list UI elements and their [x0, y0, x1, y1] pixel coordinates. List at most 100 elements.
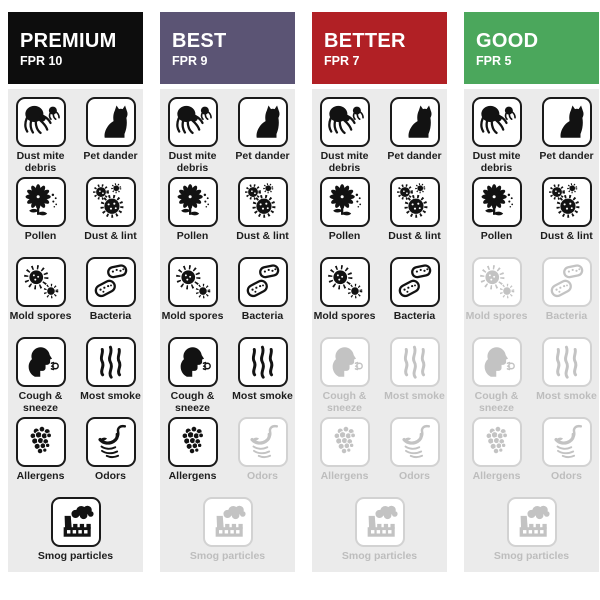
capture-item-bacteria: Bacteria [231, 257, 295, 337]
capture-item-dust-lint: Dust & lint [231, 177, 295, 257]
capture-item-label: Pet dander [539, 150, 594, 162]
capture-item-label: Dust mite debris [472, 150, 521, 175]
capture-item-mold-spores: Mold spores [161, 257, 225, 337]
capture-item-cough-sneeze: Cough & sneeze [9, 337, 73, 417]
cough-icon [326, 343, 364, 381]
icon-tile [237, 337, 288, 387]
icon-tile [471, 97, 522, 147]
cat-icon [244, 103, 282, 141]
tier-header-good: GOOD FPR 5 [464, 12, 599, 84]
allergens-icon [174, 423, 212, 461]
capture-item-label: Allergens [320, 470, 369, 482]
capture-item-most-smoke: Most smoke [231, 337, 295, 417]
capture-item-pet-dander: Pet dander [383, 97, 447, 177]
capture-item-odors: Odors [79, 417, 143, 497]
capture-item-label: Odors [95, 470, 126, 482]
capture-item-dust-lint: Dust & lint [535, 177, 599, 257]
factory-icon [361, 503, 399, 541]
capture-row: Dust mite debris Pet dander [8, 97, 143, 177]
capture-item-bacteria: Bacteria [535, 257, 599, 337]
factory-icon [209, 503, 247, 541]
icon-tile [15, 97, 66, 147]
fpr-column-good: GOOD FPR 5 Dust mite debris Pet dander P… [464, 12, 599, 573]
capture-item-label: Smog particles [341, 550, 418, 562]
capture-item-cough-sneeze: Cough & sneeze [465, 337, 529, 417]
icon-tile [319, 97, 370, 147]
capture-item-label: Odors [551, 470, 582, 482]
capture-item-pollen: Pollen [9, 177, 73, 257]
capture-item-label: Pollen [328, 230, 361, 242]
fpr-column-premium: PREMIUM FPR 10 Dust mite debris Pet dand… [8, 12, 143, 573]
capture-item-mold-spores: Mold spores [313, 257, 377, 337]
dust-mite-icon [174, 103, 212, 141]
fpr-column-best: BEST FPR 9 Dust mite debris Pet dander P… [160, 12, 295, 573]
capture-row: Smog particles [160, 497, 295, 562]
icon-tile [237, 257, 288, 307]
icon-tile [15, 177, 66, 227]
factory-icon [57, 503, 95, 541]
icon-tile [319, 417, 370, 467]
icon-tile [354, 497, 405, 547]
capture-row: Mold spores Bacteria [8, 257, 143, 337]
capture-panel: Dust mite debris Pet dander Pollen Dust … [8, 89, 143, 573]
capture-item-label: Bacteria [393, 310, 436, 322]
capture-item-label: Pollen [176, 230, 209, 242]
tier-name: BEST [172, 30, 227, 52]
capture-item-label: Smog particles [37, 550, 114, 562]
bacteria-icon [244, 263, 282, 301]
capture-item-most-smoke: Most smoke [79, 337, 143, 417]
icon-tile [167, 177, 218, 227]
capture-item-label: Most smoke [536, 390, 597, 402]
capture-item-label: Bacteria [89, 310, 132, 322]
capture-item-cough-sneeze: Cough & sneeze [161, 337, 225, 417]
cat-icon [548, 103, 586, 141]
capture-item-label: Dust & lint [388, 230, 441, 242]
capture-item-label: Allergens [168, 470, 217, 482]
icon-tile [15, 257, 66, 307]
icon-tile [319, 337, 370, 387]
capture-panel: Dust mite debris Pet dander Pollen Dust … [160, 89, 295, 573]
capture-item-smog-particles: Smog particles [486, 497, 578, 562]
icon-tile [85, 257, 136, 307]
icon-tile [389, 257, 440, 307]
capture-item-cough-sneeze: Cough & sneeze [313, 337, 377, 417]
capture-item-label: Bacteria [241, 310, 284, 322]
dust-mite-icon [478, 103, 516, 141]
cough-icon [478, 343, 516, 381]
capture-item-label: Pollen [24, 230, 57, 242]
capture-item-mold-spores: Mold spores [465, 257, 529, 337]
cat-icon [92, 103, 130, 141]
icon-tile [167, 257, 218, 307]
icon-tile [471, 177, 522, 227]
nose-icon [92, 423, 130, 461]
smoke-icon [244, 343, 282, 381]
capture-item-label: Cough & sneeze [474, 390, 519, 415]
capture-item-dust-mite-debris: Dust mite debris [9, 97, 73, 177]
capture-item-pet-dander: Pet dander [535, 97, 599, 177]
capture-row: Cough & sneeze Most smoke [160, 337, 295, 417]
capture-item-odors: Odors [535, 417, 599, 497]
spore-icon [326, 263, 364, 301]
icon-tile [85, 97, 136, 147]
icon-tile [167, 337, 218, 387]
capture-item-label: Allergens [472, 470, 521, 482]
fpr-rating: FPR 5 [476, 54, 512, 68]
flower-icon [326, 183, 364, 221]
capture-row: Dust mite debris Pet dander [312, 97, 447, 177]
fpr-rating: FPR 10 [20, 54, 63, 68]
capture-item-dust-lint: Dust & lint [79, 177, 143, 257]
capture-item-pet-dander: Pet dander [231, 97, 295, 177]
icon-tile [85, 417, 136, 467]
icon-tile [237, 97, 288, 147]
capture-item-label: Most smoke [384, 390, 445, 402]
icon-tile [15, 337, 66, 387]
lint-icon [548, 183, 586, 221]
capture-row: Allergens Odors [160, 417, 295, 497]
capture-item-label: Mold spores [465, 310, 528, 322]
icon-tile [541, 177, 592, 227]
nose-icon [548, 423, 586, 461]
capture-item-label: Dust mite debris [16, 150, 65, 175]
dust-mite-icon [22, 103, 60, 141]
capture-item-label: Allergens [16, 470, 65, 482]
capture-item-label: Pet dander [235, 150, 290, 162]
